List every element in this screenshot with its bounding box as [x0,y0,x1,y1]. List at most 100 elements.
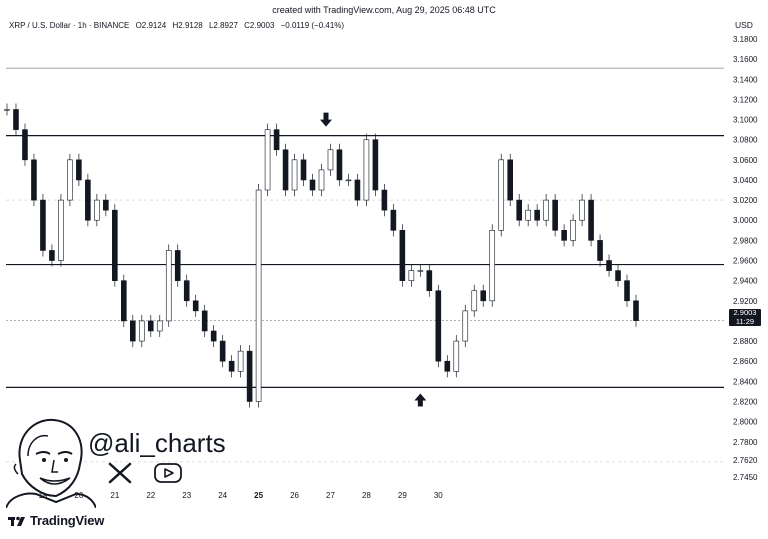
high-value: H2.9128 [172,21,203,30]
y-tick-label: 2.7800 [733,438,758,447]
bearish-candle [246,350,253,402]
bearish-candle [633,300,639,321]
bearish-candle [121,280,127,322]
x-tick-label: 26 [290,491,299,500]
bearish-candle [615,270,621,281]
author-handle[interactable]: @ali_charts [88,428,226,458]
bearish-candle [192,300,199,312]
bearish-candle [354,179,361,201]
bullish-candle [417,270,424,272]
tradingview-wordmark: TradingView [30,513,105,528]
bearish-candle [381,189,388,211]
y-tick-label: 2.7620 [733,456,758,465]
current-price-tag: 2.9003 11:29 [729,308,761,326]
bearish-candle [444,360,451,372]
bearish-candle [112,209,118,281]
bearish-candle [183,280,190,302]
y-tick-label: 3.1200 [733,95,758,104]
bearish-candle [273,129,280,151]
y-tick-label: 2.8400 [733,377,758,386]
bullish-candle [363,139,370,201]
y-tick-label: 2.8000 [733,418,758,427]
bearish-candle [606,260,612,271]
bearish-candle [103,199,109,211]
x-logo-icon[interactable] [108,462,132,484]
bullish-candle [318,169,325,191]
bearish-candle [507,159,514,201]
arrow-down-icon [319,112,332,127]
bullish-candle [58,199,64,261]
tradingview-branding[interactable]: TradingView [8,513,104,528]
y-tick-label: 3.1400 [733,75,758,84]
y-tick-label: 3.1800 [733,35,758,44]
bullish-candle [4,109,10,111]
bullish-candle [291,159,298,191]
y-tick-label: 3.0000 [733,216,758,225]
x-tick-label: 29 [398,491,407,500]
bearish-candle [201,310,208,332]
tradingview-logo-icon [8,516,25,526]
bearish-candle [426,270,433,292]
y-tick-label: 3.0800 [733,136,758,145]
bearish-candle [22,129,28,161]
y-axis[interactable]: 3.1800 3.1600 3.1400 3.1200 3.1000 3.0800 3.06… [733,35,758,482]
x-tick-label: 27 [326,491,335,500]
bearish-candle [40,199,46,251]
bearish-candle [552,199,558,231]
change-value: −0.0119 (−0.41%) [280,21,345,30]
y-tick-label: 2.8600 [733,357,758,366]
y-tick-label: 2.9200 [733,297,758,306]
x-tick-label: 25 [254,491,263,500]
y-tick-label: 3.0200 [733,196,758,205]
bearish-candle [13,109,19,130]
bullish-candle [543,199,549,221]
bearish-candle [372,139,379,191]
bullish-candle [498,159,505,231]
bullish-candle [579,199,585,221]
y-tick-label: 2.7450 [733,473,758,482]
open-value: O2.9124 [135,21,167,30]
bullish-candle [471,290,478,312]
bullish-candle [345,179,352,182]
bullish-candle [462,310,469,342]
bullish-candle [138,320,145,342]
countdown-value: 11:29 [735,316,755,326]
bearish-candle [435,290,442,362]
symbol-label[interactable]: XRP / U.S. Dollar · 1h · BINANCE [9,21,130,30]
bullish-candle [94,199,100,221]
avatar [6,418,96,508]
y-tick-label: 3.0400 [733,176,758,185]
current-price-value: 2.9003 [733,308,757,317]
y-tick-label: 2.8200 [733,397,758,406]
bearish-candle [624,280,630,302]
annotation-arrows [319,112,427,407]
bearish-candle [228,360,235,372]
candlestick-series [4,103,639,408]
bearish-candle [130,320,136,342]
x-tick-label: 20 [74,491,83,500]
x-tick-label: 22 [146,491,155,500]
y-tick-label: 3.1000 [733,116,758,125]
bearish-candle [282,149,289,191]
youtube-icon[interactable] [154,463,182,483]
bearish-candle [534,209,540,221]
bearish-candle [31,159,37,201]
y-tick-label: 3.0600 [733,156,758,165]
bullish-candle [570,219,576,241]
bullish-candle [327,149,334,171]
social-links [108,462,182,484]
symbol-info-bar: XRP / U.S. Dollar · 1h · BINANCE O2.9124… [9,21,348,30]
bearish-candle [210,330,217,342]
x-axis[interactable]: 19 20 21 22 23 24 25 26 27 28 29 30 [38,491,443,500]
bearish-candle [147,320,154,332]
bullish-candle [156,320,163,332]
bullish-candle [408,270,415,281]
x-tick-label: 24 [218,491,227,500]
bearish-candle [49,250,55,261]
y-tick-label: 2.9800 [733,236,758,245]
bullish-candle [453,340,460,372]
bullish-candle [264,129,271,191]
bearish-candle [219,340,226,362]
bullish-candle [165,250,172,322]
